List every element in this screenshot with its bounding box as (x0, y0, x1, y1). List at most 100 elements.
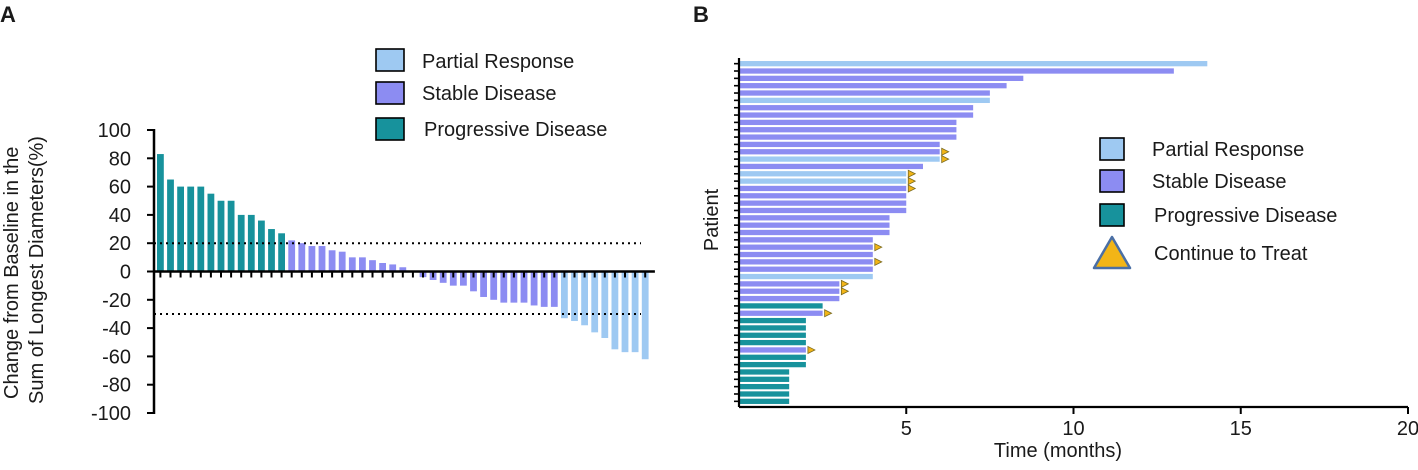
waterfall-bar (217, 200, 225, 272)
waterfall-bar (571, 271, 578, 322)
patient-bar (740, 273, 873, 280)
waterfall-bar (530, 271, 538, 306)
y-tick-label: 0 (120, 262, 131, 284)
continue-to-treat-marker (824, 309, 833, 318)
patient-bar (740, 295, 840, 302)
patient-bar (740, 83, 1007, 89)
panel-a-legend: Partial Response Stable Disease Progress… (375, 48, 607, 141)
waterfall-bar (207, 193, 215, 272)
patient-bar (740, 237, 873, 243)
waterfall-bar (449, 271, 457, 286)
waterfall-bar (399, 267, 407, 272)
panel-a-axes (152, 129, 655, 414)
legend-a-stable-disease-label: Stable Disease (422, 83, 557, 105)
panel-b-bars (740, 61, 1208, 404)
waterfall-bar (167, 179, 174, 272)
waterfall-bar (540, 271, 548, 307)
panel-a-bars (157, 154, 649, 360)
waterfall-bar (520, 271, 528, 303)
panel-b-axes: 5 10 15 20 (734, 58, 1418, 440)
x-tick-label: 15 (1230, 418, 1252, 440)
panel-a-ylabel-line-2: Sum of Longest Diameters(%) (26, 136, 48, 404)
patient-bar (740, 149, 940, 155)
y-tick-label: -20 (102, 290, 131, 312)
legend-b-stable-disease-swatch (1099, 169, 1125, 193)
patient-bar (740, 339, 806, 346)
patient-bar (740, 156, 940, 162)
waterfall-bar (621, 271, 629, 353)
waterfall-bar (500, 271, 508, 303)
waterfall-bar (318, 246, 326, 272)
waterfall-bar (197, 186, 205, 272)
waterfall-bar (278, 233, 285, 272)
waterfall-bar (510, 271, 518, 303)
patient-bar (740, 90, 990, 96)
waterfall-bar (379, 263, 386, 272)
panel-a-reference-lines (154, 242, 641, 315)
waterfall-bar (641, 271, 649, 360)
legend-b-progressive-disease-swatch (1099, 203, 1125, 227)
patient-bar (740, 193, 907, 199)
waterfall-bar (268, 229, 275, 272)
waterfall-bar (550, 271, 558, 307)
panel-a-label: A (0, 2, 16, 27)
waterfall-bar (298, 243, 306, 272)
patient-bar (740, 244, 873, 250)
patient-bar (740, 222, 890, 228)
patient-bar (740, 105, 974, 111)
continue-to-treat-marker (874, 257, 883, 267)
legend-b-continue-to-treat-label: Continue to Treat (1154, 243, 1308, 265)
patient-bar (740, 398, 790, 404)
waterfall-bar (288, 240, 296, 272)
panel-a: A Partial Response Stable Disease Progre… (0, 2, 655, 425)
patient-bar (740, 185, 907, 192)
legend-b-progressive-disease-label: Progressive Disease (1154, 205, 1337, 227)
y-tick-label: -60 (102, 346, 131, 368)
waterfall-bar (258, 220, 265, 272)
panel-b-label: B (693, 2, 709, 27)
panel-b-legend: Partial Response Stable Disease Progress… (1092, 137, 1337, 270)
patient-bar (740, 251, 873, 258)
patient-bar (740, 97, 990, 104)
patient-bar (740, 259, 873, 265)
waterfall-bar (369, 260, 376, 272)
panel-a-ylabel: Change from Baseline in the Sum of Longe… (1, 136, 48, 404)
patient-bar (740, 171, 907, 177)
patient-bar (740, 281, 840, 287)
waterfall-bar (490, 271, 498, 300)
y-tick-label: 60 (109, 177, 131, 199)
y-tick-label: 20 (109, 233, 131, 255)
panel-a-ylabel-line-1: Change from Baseline in the (1, 147, 23, 399)
patient-bar (740, 127, 957, 133)
patient-bar (740, 384, 790, 390)
patient-bar (740, 361, 806, 368)
x-tick-label: 10 (1062, 418, 1084, 440)
waterfall-bar (591, 271, 599, 333)
continue-to-treat-marker (807, 345, 816, 355)
patient-bar (740, 391, 790, 397)
y-tick-label: 100 (98, 120, 131, 142)
continue-to-treat-marker (840, 287, 850, 296)
continue-to-treat-marker (941, 154, 950, 164)
waterfall-bar (308, 246, 316, 272)
y-tick-label: 40 (109, 205, 131, 227)
continue-to-treat-marker (941, 147, 950, 156)
patient-bar (740, 178, 907, 184)
patient-bar (740, 200, 907, 206)
legend-a-progressive-disease-label: Progressive Disease (424, 119, 607, 141)
waterfall-bar (237, 214, 245, 272)
waterfall-bar (460, 271, 467, 286)
waterfall-bar (187, 186, 195, 272)
continue-to-treat-marker (874, 243, 883, 252)
y-tick-label: -80 (102, 375, 131, 397)
legend-a-progressive-disease-swatch (375, 117, 405, 141)
patient-bar (740, 119, 957, 126)
waterfall-bar (389, 264, 397, 272)
continue-to-treat-marker (907, 169, 917, 178)
patient-bar (740, 347, 806, 353)
waterfall-bar (611, 271, 619, 350)
patient-bar (740, 75, 1024, 81)
patient-bar (740, 310, 823, 316)
patient-bar (740, 61, 1208, 67)
